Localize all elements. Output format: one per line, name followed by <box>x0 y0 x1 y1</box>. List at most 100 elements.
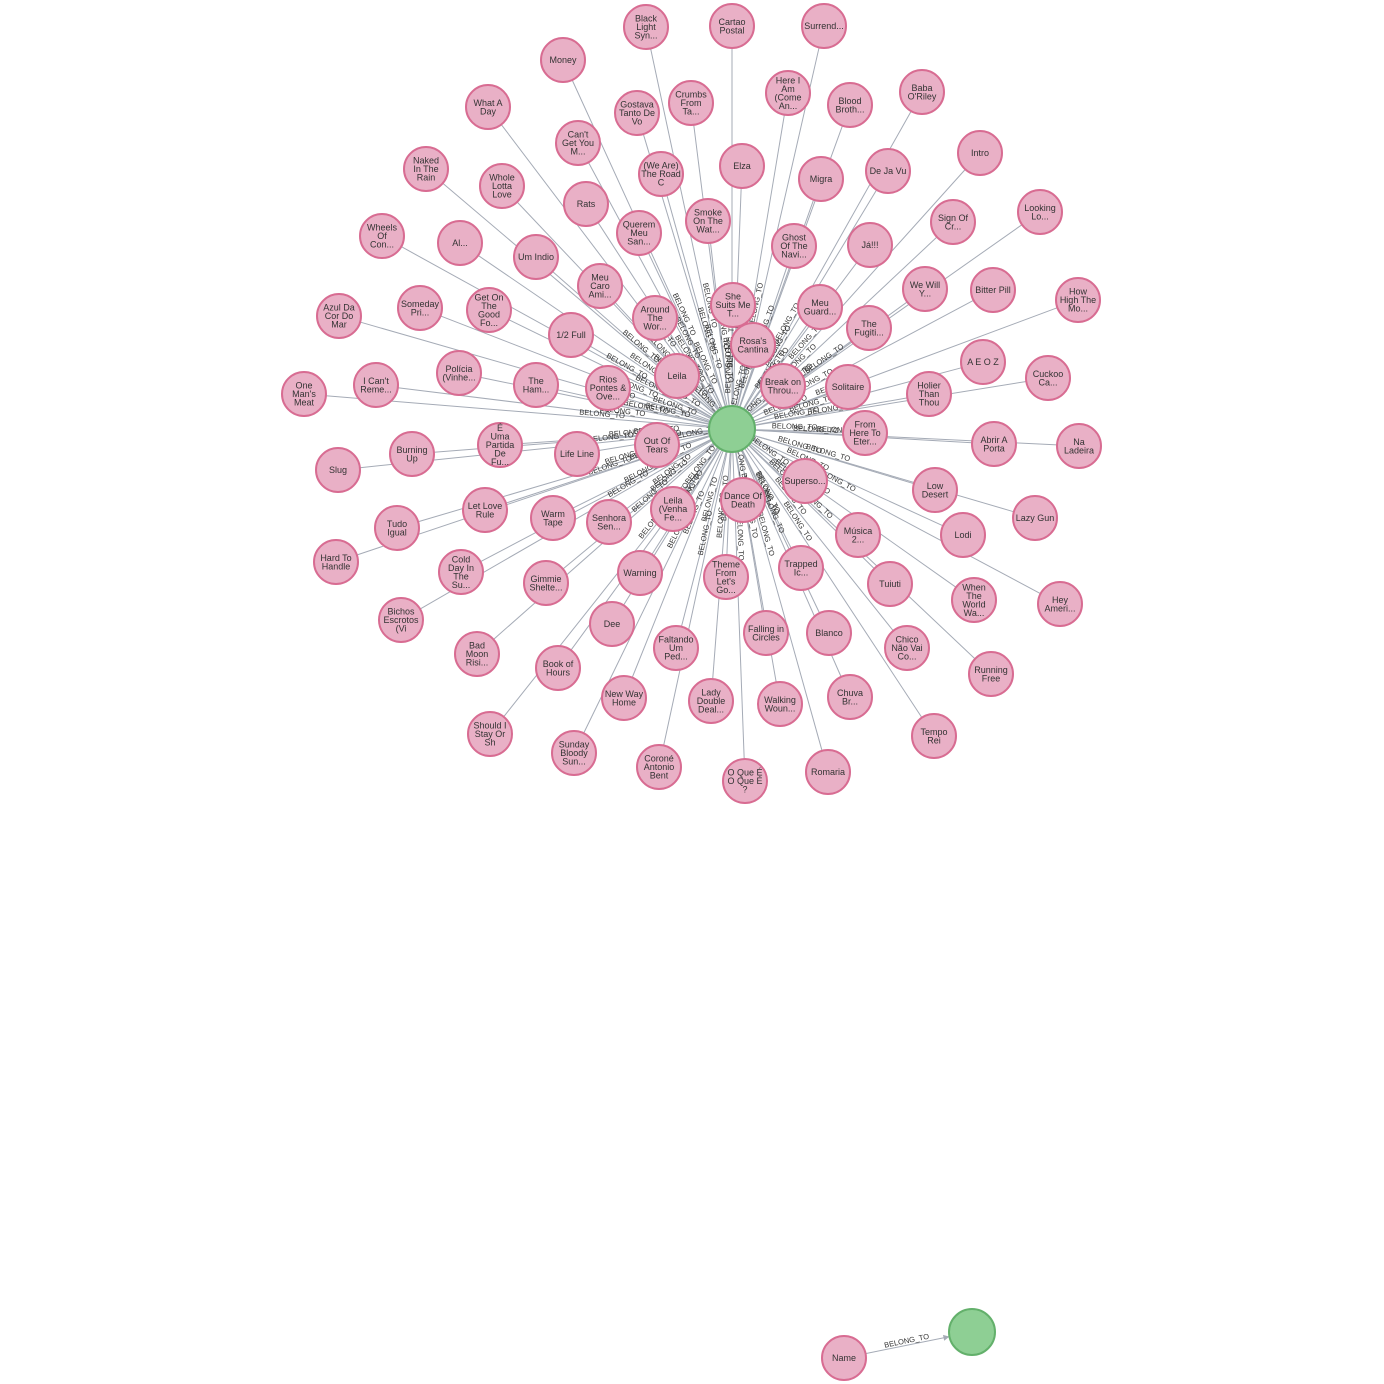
song-node[interactable]: Romaria <box>805 749 851 795</box>
song-node[interactable]: SomedayPri... <box>397 285 443 331</box>
song-node[interactable]: Break onThrou... <box>760 363 806 409</box>
song-node[interactable]: Intro <box>957 130 1003 176</box>
song-node[interactable]: We WillY... <box>902 266 948 312</box>
song-node[interactable]: FaltandoUmPed... <box>653 625 699 671</box>
song-node[interactable]: De Ja Vu <box>865 148 911 194</box>
song-node[interactable]: Money <box>540 37 586 83</box>
song-node[interactable]: HeyAmeri... <box>1037 581 1083 627</box>
song-node[interactable]: Slug <box>315 447 361 493</box>
song-node[interactable]: A E O Z <box>960 339 1006 385</box>
song-node[interactable]: BadMoonRisi... <box>454 631 500 677</box>
song-node[interactable]: WhenTheWorldWa... <box>951 577 997 623</box>
genre-hub-node[interactable] <box>708 405 756 453</box>
song-node[interactable]: I Can'tReme... <box>353 362 399 408</box>
song-node[interactable]: Warning <box>617 550 663 596</box>
song-node[interactable]: QueremMeuSan... <box>616 210 662 256</box>
song-node[interactable]: GimmieShelte... <box>523 560 569 606</box>
song-node[interactable]: Polícia(Vinhe... <box>436 350 482 396</box>
song-node[interactable]: Solitaire <box>825 364 871 410</box>
song-node[interactable]: LadyDoubleDeal... <box>688 678 734 724</box>
song-node[interactable]: Lodi <box>940 512 986 558</box>
song-node[interactable]: MeuGuard... <box>797 284 843 330</box>
song-node[interactable]: BlackLightSyn... <box>623 4 669 50</box>
song-node[interactable]: MeuCaroAmi... <box>577 263 623 309</box>
song-node[interactable]: Superso... <box>782 458 828 504</box>
song-node[interactable]: ThemeFromLet'sGo... <box>703 554 749 600</box>
song-node[interactable]: Dee <box>589 601 635 647</box>
song-node[interactable]: AroundTheWor... <box>632 295 678 341</box>
song-node[interactable]: Migra <box>798 156 844 202</box>
song-node[interactable]: ÉUmaPartidaDeFu... <box>477 422 523 468</box>
song-node[interactable]: SenhoraSen... <box>586 499 632 545</box>
song-node[interactable]: CuckooCa... <box>1025 355 1071 401</box>
song-node[interactable]: SundayBloodySun... <box>551 730 597 776</box>
song-node[interactable]: Sign OfCr... <box>930 199 976 245</box>
genre-hub-node-secondary[interactable] <box>948 1308 996 1356</box>
song-node[interactable]: BloodBroth... <box>827 82 873 128</box>
song-node[interactable]: WheelsOfCon... <box>359 213 405 259</box>
song-node[interactable]: Al... <box>437 220 483 266</box>
song-node[interactable]: CrumbsFromTa... <box>668 80 714 126</box>
song-node[interactable]: Blanco <box>806 610 852 656</box>
song-node[interactable]: Lazy Gun <box>1012 495 1058 541</box>
song-node[interactable]: 1/2 Full <box>548 312 594 358</box>
song-node[interactable]: Música2... <box>835 512 881 558</box>
song-node[interactable]: Tuiuti <box>867 561 913 607</box>
song-node[interactable]: Bitter Pill <box>970 267 1016 313</box>
song-node[interactable]: Rats <box>563 181 609 227</box>
song-node[interactable]: TrappedIc... <box>778 545 824 591</box>
name-node[interactable]: Name <box>821 1335 867 1381</box>
song-node[interactable]: Elza <box>719 143 765 189</box>
song-node[interactable]: O Que ÉO Que É? <box>722 758 768 804</box>
song-node[interactable]: Surrend... <box>801 3 847 49</box>
song-node[interactable]: ChuvaBr... <box>827 674 873 720</box>
song-node[interactable]: TheHam... <box>513 362 559 408</box>
song-node[interactable]: Life Line <box>554 431 600 477</box>
song-node[interactable]: Get OnTheGoodFo... <box>466 287 512 333</box>
song-node[interactable]: Um Indio <box>513 234 559 280</box>
song-node[interactable]: LookingLo... <box>1017 189 1063 235</box>
song-node[interactable]: TheFugiti... <box>846 305 892 351</box>
song-node[interactable]: WalkingWoun... <box>757 681 803 727</box>
song-node[interactable]: Leila(VenhaFe... <box>650 486 696 532</box>
song-node[interactable]: Leila <box>654 353 700 399</box>
song-node[interactable]: Here IAm(ComeAn... <box>765 70 811 116</box>
